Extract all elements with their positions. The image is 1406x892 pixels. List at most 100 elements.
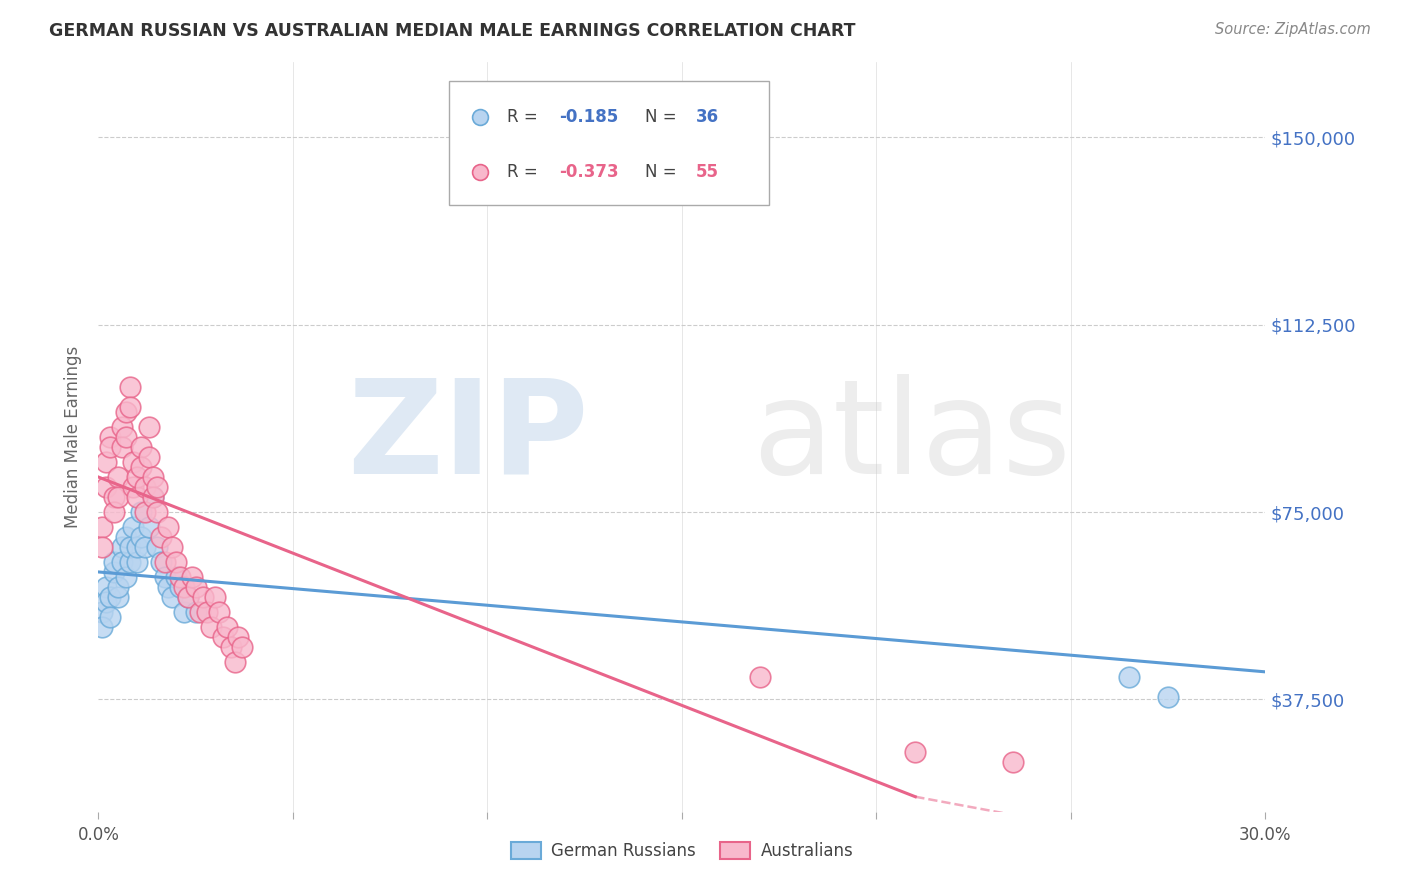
- Point: [134, 480, 156, 494]
- Point: [129, 440, 152, 454]
- Point: [127, 540, 149, 554]
- Text: -0.373: -0.373: [560, 163, 619, 181]
- Text: ZIP: ZIP: [347, 374, 589, 500]
- Point: [1360, 880, 1382, 892]
- Text: GERMAN RUSSIAN VS AUSTRALIAN MEDIAN MALE EARNINGS CORRELATION CHART: GERMAN RUSSIAN VS AUSTRALIAN MEDIAN MALE…: [49, 22, 856, 40]
- Point: [96, 480, 118, 494]
- Point: [103, 565, 125, 579]
- Point: [114, 570, 136, 584]
- Point: [180, 570, 202, 584]
- Point: [111, 440, 134, 454]
- Point: [200, 620, 222, 634]
- Point: [169, 580, 191, 594]
- Point: [98, 440, 121, 454]
- Point: [98, 430, 121, 444]
- Point: [98, 590, 121, 604]
- Point: [204, 590, 226, 604]
- Point: [1118, 670, 1140, 684]
- Point: [103, 505, 125, 519]
- Text: -0.185: -0.185: [560, 109, 619, 127]
- Point: [169, 570, 191, 584]
- Point: [157, 580, 180, 594]
- Point: [195, 605, 218, 619]
- Point: [114, 405, 136, 419]
- Point: [184, 580, 207, 594]
- Point: [1360, 880, 1382, 892]
- Point: [118, 380, 141, 394]
- Point: [98, 610, 121, 624]
- Point: [114, 530, 136, 544]
- Point: [149, 555, 172, 569]
- FancyBboxPatch shape: [449, 81, 769, 205]
- Point: [219, 640, 242, 654]
- Point: [127, 555, 149, 569]
- Point: [96, 595, 118, 609]
- Point: [103, 555, 125, 569]
- Point: [129, 460, 152, 475]
- Point: [111, 540, 134, 554]
- Text: R =: R =: [508, 109, 537, 127]
- Text: N =: N =: [644, 109, 676, 127]
- Point: [165, 570, 187, 584]
- Point: [134, 540, 156, 554]
- Point: [142, 490, 165, 504]
- Text: R =: R =: [508, 163, 537, 181]
- Point: [165, 555, 187, 569]
- Point: [122, 520, 145, 534]
- Legend: German Russians, Australians: German Russians, Australians: [503, 836, 860, 867]
- Point: [1157, 690, 1180, 704]
- Point: [184, 605, 207, 619]
- Point: [162, 540, 184, 554]
- Point: [177, 590, 200, 604]
- Text: Source: ZipAtlas.com: Source: ZipAtlas.com: [1215, 22, 1371, 37]
- Point: [107, 590, 129, 604]
- Point: [748, 670, 770, 684]
- Point: [127, 490, 149, 504]
- Point: [153, 555, 176, 569]
- Point: [134, 505, 156, 519]
- Point: [142, 490, 165, 504]
- Point: [111, 555, 134, 569]
- Point: [142, 470, 165, 484]
- Point: [129, 530, 152, 544]
- Point: [208, 605, 231, 619]
- Point: [177, 590, 200, 604]
- Point: [193, 590, 215, 604]
- Point: [107, 470, 129, 484]
- Point: [91, 605, 114, 619]
- Point: [91, 520, 114, 534]
- Text: N =: N =: [644, 163, 676, 181]
- Point: [103, 490, 125, 504]
- Point: [153, 570, 176, 584]
- Point: [146, 480, 169, 494]
- Point: [91, 540, 114, 554]
- Point: [91, 620, 114, 634]
- Point: [118, 540, 141, 554]
- Point: [114, 430, 136, 444]
- Point: [173, 580, 195, 594]
- Point: [157, 520, 180, 534]
- Point: [904, 745, 927, 759]
- Point: [122, 455, 145, 469]
- Point: [138, 420, 160, 434]
- Point: [107, 490, 129, 504]
- Point: [146, 540, 169, 554]
- Point: [231, 640, 253, 654]
- Point: [173, 605, 195, 619]
- Point: [149, 530, 172, 544]
- Y-axis label: Median Male Earnings: Median Male Earnings: [65, 346, 83, 528]
- Point: [118, 400, 141, 414]
- Point: [228, 630, 250, 644]
- Point: [111, 420, 134, 434]
- Point: [146, 505, 169, 519]
- Point: [96, 580, 118, 594]
- Point: [129, 505, 152, 519]
- Text: 55: 55: [696, 163, 718, 181]
- Point: [162, 590, 184, 604]
- Point: [118, 555, 141, 569]
- Point: [224, 655, 246, 669]
- Point: [138, 520, 160, 534]
- Point: [1001, 755, 1024, 769]
- Point: [215, 620, 238, 634]
- Point: [96, 455, 118, 469]
